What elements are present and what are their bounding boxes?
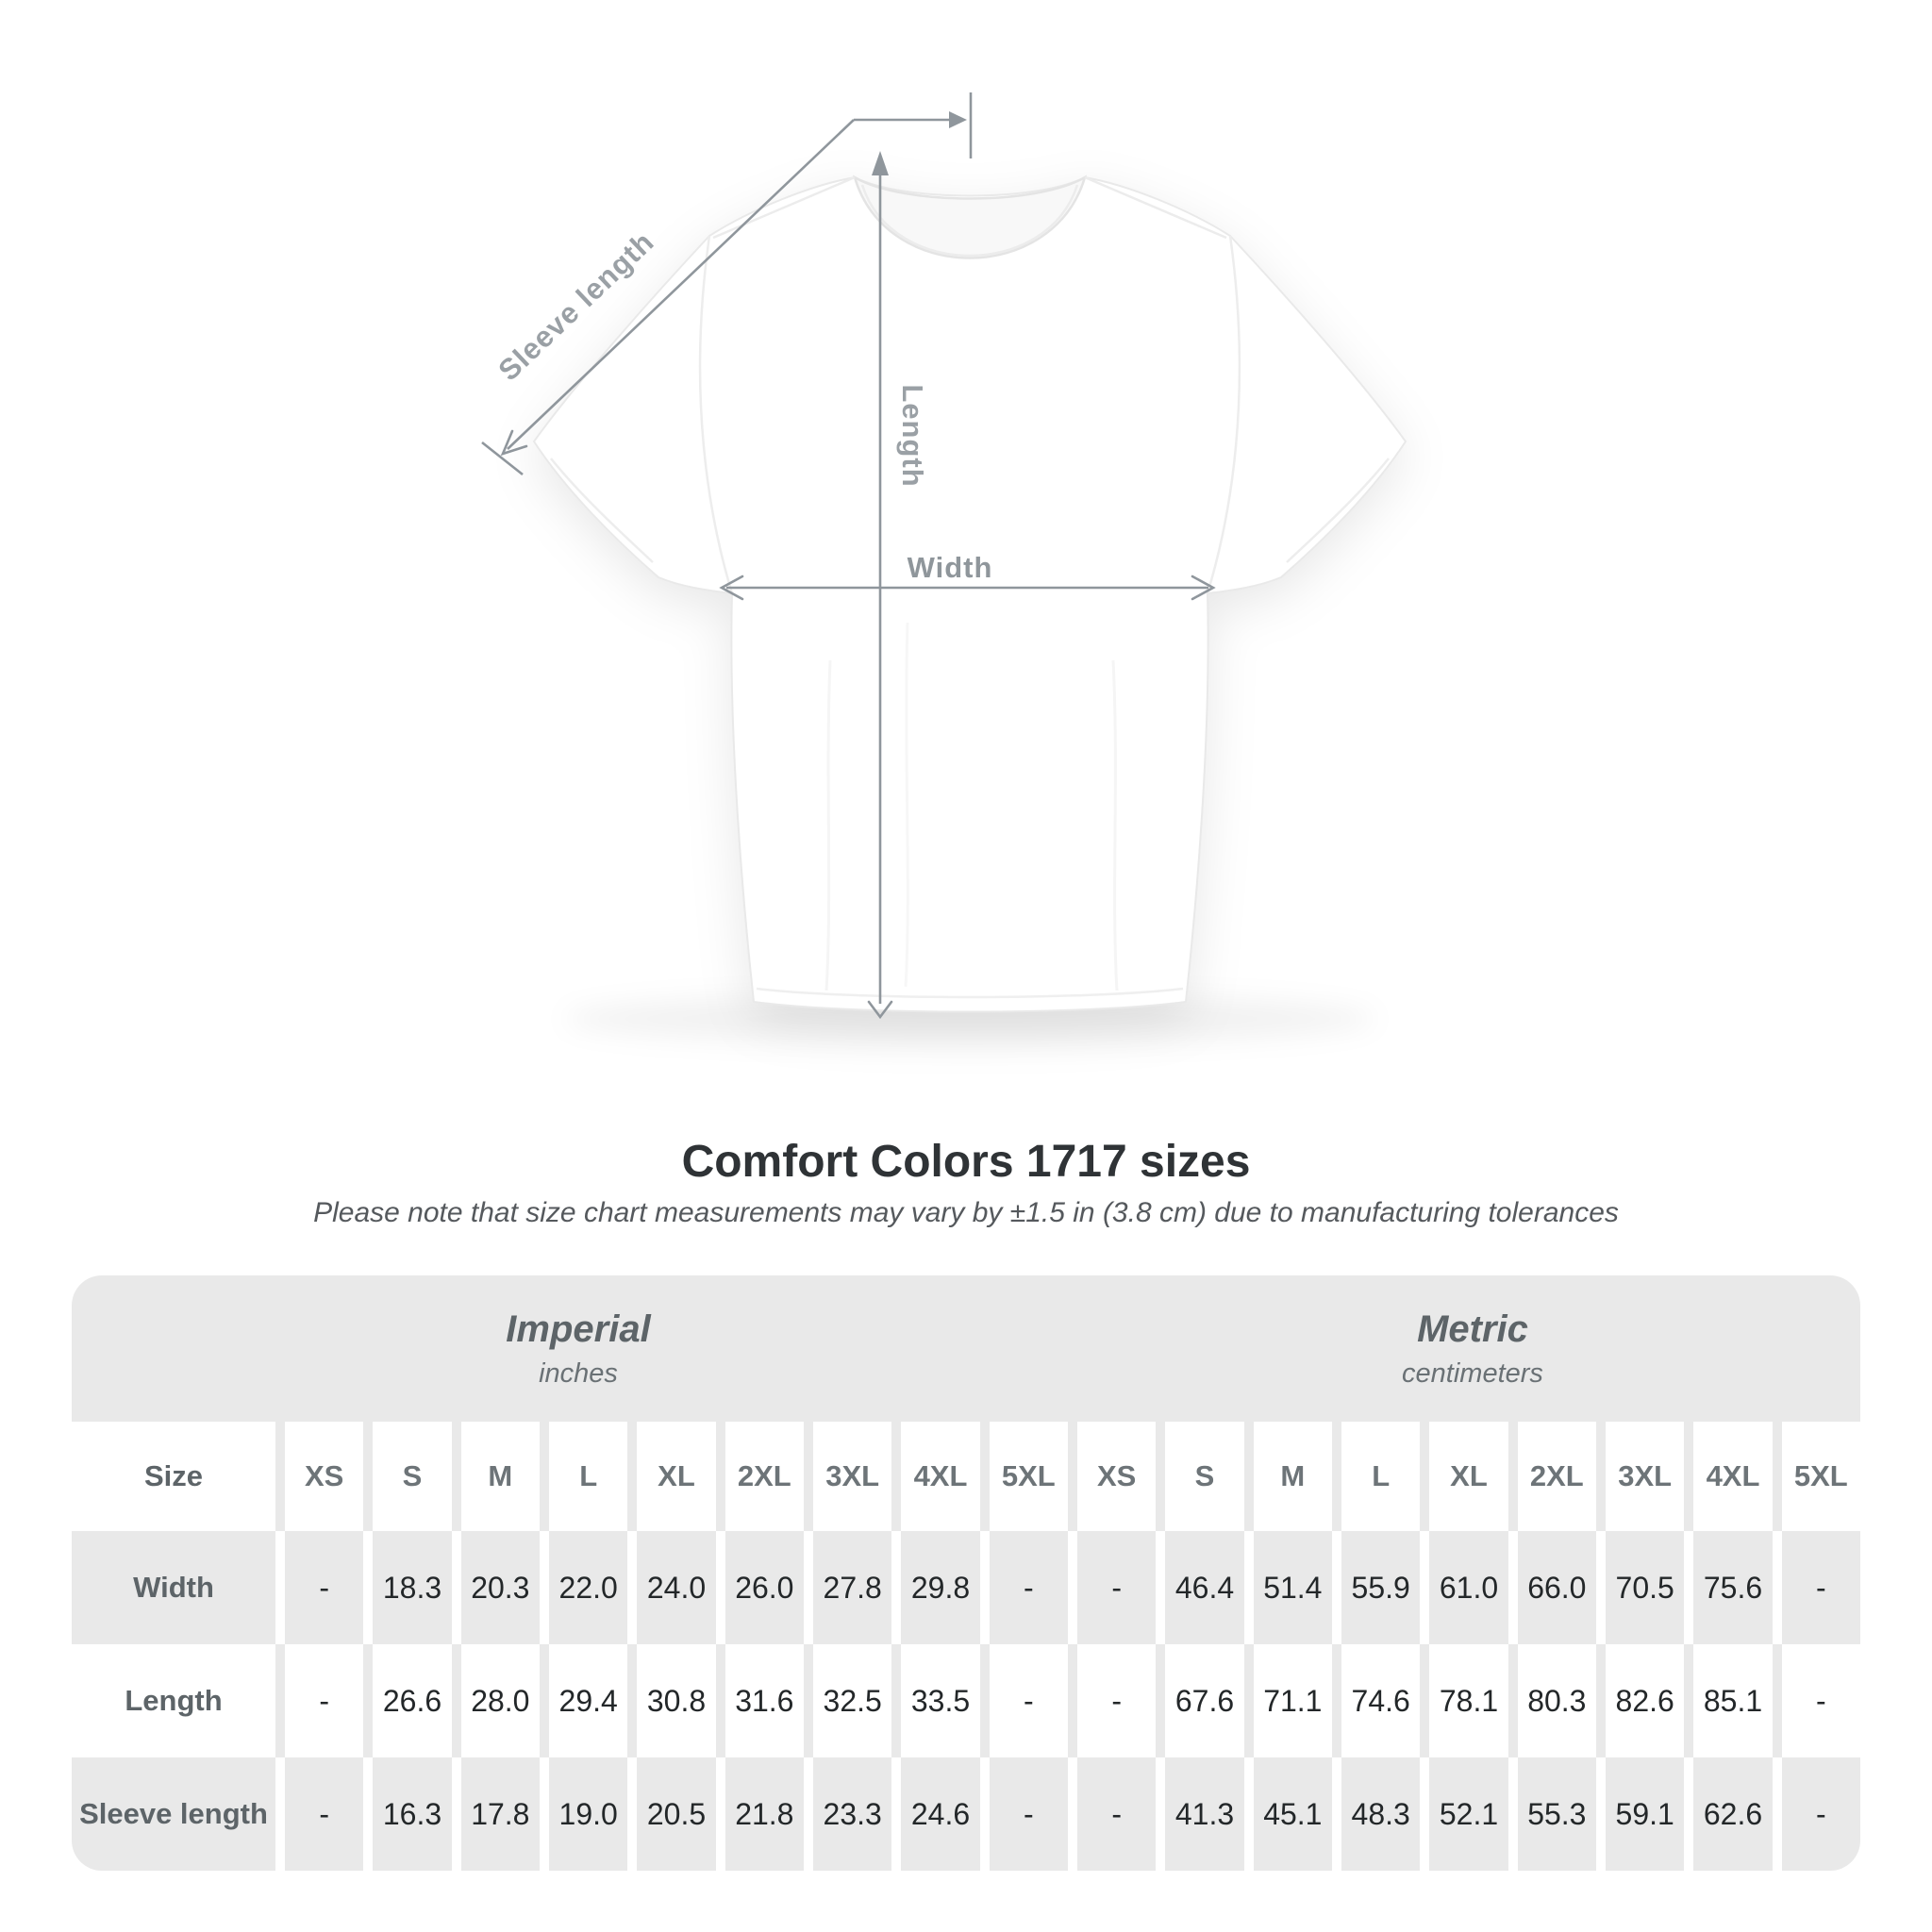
length-value-cell: 78.1 [1429, 1644, 1508, 1757]
sleeve-value-cell: 55.3 [1517, 1757, 1596, 1871]
sleeve-value-cell: - [1781, 1757, 1860, 1871]
sleeve-value-cell: 52.1 [1429, 1757, 1508, 1871]
sleeve-value-cell: 41.3 [1165, 1757, 1244, 1871]
size-column-header: 4XL [901, 1422, 980, 1531]
length-value-cell: 31.6 [724, 1644, 804, 1757]
imperial-section-header: Imperial inches [72, 1275, 1085, 1422]
page-title: Comfort Colors 1717 sizes [681, 1137, 1251, 1187]
size-column-header: 4XL [1693, 1422, 1773, 1531]
length-value-cell: 30.8 [637, 1644, 716, 1757]
sleeve-value-cell: 17.8 [460, 1757, 540, 1871]
width-value-cell: 26.0 [724, 1531, 804, 1644]
size-column-header: XS [285, 1422, 364, 1531]
length-value-cell: 74.6 [1341, 1644, 1421, 1757]
sleeve-value-cell: 19.0 [549, 1757, 628, 1871]
length-value-cell: 32.5 [813, 1644, 892, 1757]
length-value-cell: 85.1 [1693, 1644, 1773, 1757]
sleeve-value-cell: 16.3 [373, 1757, 452, 1871]
size-column-header: 2XL [724, 1422, 804, 1531]
size-column-header: 5XL [989, 1422, 1068, 1531]
size-column-header: XL [1429, 1422, 1508, 1531]
size-header-row: Size XS S M L XL 2XL 3XL 4XL 5XL XS S M L XL 2XL 3XL 4XL… [72, 1422, 1860, 1531]
width-value-cell: 18.3 [373, 1531, 452, 1644]
width-value-cell: 46.4 [1165, 1531, 1244, 1644]
metric-title: Metric [1417, 1308, 1528, 1350]
length-value-cell: - [1781, 1644, 1860, 1757]
sleeve-value-cell: 59.1 [1606, 1757, 1685, 1871]
row-label-width: Width [72, 1531, 275, 1644]
imperial-unit: inches [539, 1358, 618, 1389]
width-value-cell: 24.0 [637, 1531, 716, 1644]
sleeve-value-cell: - [1077, 1757, 1157, 1871]
width-value-cell: - [1781, 1531, 1860, 1644]
sleeve-extension-line [481, 441, 524, 476]
width-label: Width [908, 551, 993, 584]
length-value-cell: 67.6 [1165, 1644, 1244, 1757]
units-header-band: Imperial inches Metric centimeters [72, 1275, 1860, 1422]
length-value-cell: 33.5 [901, 1644, 980, 1757]
width-value-cell: 61.0 [1429, 1531, 1508, 1644]
sleeve-value-cell: 48.3 [1341, 1757, 1421, 1871]
collar-band [852, 175, 1088, 259]
page-subtitle: Please note that size chart measurements… [313, 1197, 1619, 1228]
sleeve-value-cell: 62.6 [1693, 1757, 1773, 1871]
length-value-cell: - [285, 1644, 364, 1757]
width-value-cell: 66.0 [1517, 1531, 1596, 1644]
length-value-cell: 82.6 [1606, 1644, 1685, 1757]
sleeve-value-cell: 45.1 [1253, 1757, 1332, 1871]
length-value-cell: 80.3 [1517, 1644, 1596, 1757]
width-value-cell: 75.6 [1693, 1531, 1773, 1644]
size-column-header: L [1341, 1422, 1421, 1531]
width-value-cell: - [1077, 1531, 1157, 1644]
width-value-cell: - [989, 1531, 1068, 1644]
imperial-title: Imperial [506, 1308, 651, 1350]
size-column-header: XS [1077, 1422, 1157, 1531]
size-column-header: 2XL [1517, 1422, 1596, 1531]
length-value-cell: 71.1 [1253, 1644, 1332, 1757]
sleeve-value-cell: 23.3 [813, 1757, 892, 1871]
width-value-cell: 22.0 [549, 1531, 628, 1644]
size-column-header: 3XL [813, 1422, 892, 1531]
size-column-header: 5XL [1781, 1422, 1860, 1531]
row-label-length: Length [72, 1644, 275, 1757]
length-value-cell: 28.0 [460, 1644, 540, 1757]
width-value-cell: 55.9 [1341, 1531, 1421, 1644]
length-value-cell: - [989, 1644, 1068, 1757]
length-value-cell: 29.4 [549, 1644, 628, 1757]
width-row: Width -18.3 20.3 22.0 24.0 26.0 27.8 29.8- -46.… [72, 1531, 1860, 1644]
tshirt-graphic [532, 175, 1407, 1013]
size-column-header: S [1165, 1422, 1244, 1531]
width-value-cell: - [285, 1531, 364, 1644]
sleeve-value-cell: 21.8 [724, 1757, 804, 1871]
size-column-header: M [1253, 1422, 1332, 1531]
length-value-cell: 26.6 [373, 1644, 452, 1757]
length-value-cell: - [1077, 1644, 1157, 1757]
size-table-card: Imperial inches Metric centimeters Size … [72, 1275, 1860, 1871]
sleeve-length-row: Sleeve length -16.3 17.8 19.0 20.5 21.8 23.3 2… [72, 1757, 1860, 1871]
sleeve-value-cell: 20.5 [637, 1757, 716, 1871]
size-column-header: S [373, 1422, 452, 1531]
sleeve-value-cell: 24.6 [901, 1757, 980, 1871]
size-column-header: M [460, 1422, 540, 1531]
width-value-cell: 29.8 [901, 1531, 980, 1644]
row-label-sleeve-length: Sleeve length [72, 1757, 275, 1871]
sleeve-value-cell: - [989, 1757, 1068, 1871]
metric-section-header: Metric centimeters [1085, 1275, 1860, 1422]
size-column-header: 3XL [1606, 1422, 1685, 1531]
size-column-header: L [549, 1422, 628, 1531]
width-arrow: Width [719, 551, 1216, 601]
length-row: Length -26.6 28.0 29.4 30.8 31.6 32.5 33.5- -67… [72, 1644, 1860, 1757]
length-label: Length [896, 384, 929, 487]
tshirt-measurement-diagram: Sleeve length Length Width [481, 92, 1407, 1043]
row-label-size: Size [72, 1422, 275, 1531]
width-value-cell: 70.5 [1606, 1531, 1685, 1644]
shirt-shadow [564, 994, 1375, 1043]
width-value-cell: 27.8 [813, 1531, 892, 1644]
sleeve-value-cell: - [285, 1757, 364, 1871]
size-column-header: XL [637, 1422, 716, 1531]
width-value-cell: 51.4 [1253, 1531, 1332, 1644]
width-value-cell: 20.3 [460, 1531, 540, 1644]
metric-unit: centimeters [1402, 1358, 1543, 1389]
